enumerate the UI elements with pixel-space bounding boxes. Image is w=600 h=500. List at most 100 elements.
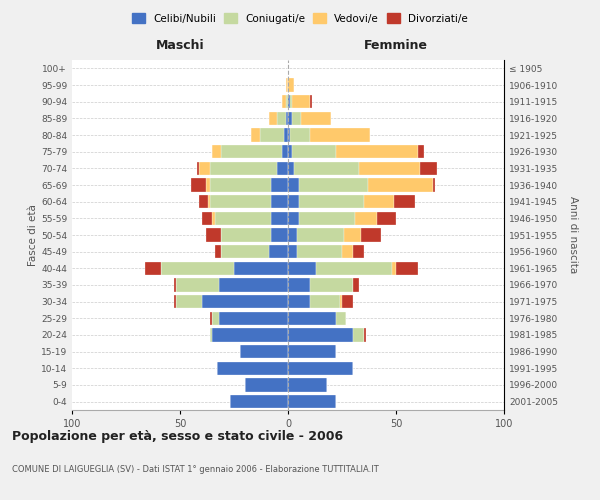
Bar	[277, 162, 288, 175]
Bar	[288, 195, 299, 208]
Bar	[173, 295, 176, 308]
Bar	[208, 195, 210, 208]
Bar	[353, 328, 364, 342]
Bar	[145, 262, 161, 275]
Bar	[310, 95, 312, 108]
Bar	[286, 78, 288, 92]
Bar	[215, 245, 221, 258]
Bar	[212, 145, 221, 158]
Bar	[212, 328, 288, 342]
Bar	[377, 212, 396, 225]
Bar	[310, 295, 340, 308]
Bar	[368, 178, 433, 192]
Bar	[353, 278, 359, 291]
Bar	[296, 245, 342, 258]
Bar	[286, 112, 288, 125]
Bar	[359, 162, 420, 175]
Y-axis label: Anni di nascita: Anni di nascita	[568, 196, 578, 274]
Bar	[215, 212, 271, 225]
Bar	[191, 178, 206, 192]
Bar	[288, 178, 299, 192]
Bar	[221, 145, 281, 158]
Bar	[292, 112, 301, 125]
Bar	[288, 328, 353, 342]
Bar	[219, 278, 288, 291]
Bar	[353, 245, 364, 258]
Bar	[173, 278, 176, 291]
Bar	[316, 262, 392, 275]
Bar	[301, 112, 331, 125]
Bar	[269, 245, 288, 258]
Bar	[271, 178, 288, 192]
Bar	[212, 312, 219, 325]
Bar	[161, 262, 234, 275]
Bar	[288, 128, 290, 141]
Bar	[251, 128, 260, 141]
Bar	[234, 262, 288, 275]
Bar	[295, 162, 359, 175]
Text: Maschi: Maschi	[155, 38, 205, 52]
Bar	[288, 295, 310, 308]
Bar	[335, 312, 346, 325]
Bar	[394, 195, 415, 208]
Bar	[212, 212, 215, 225]
Bar	[288, 378, 327, 392]
Bar	[290, 95, 292, 108]
Bar	[197, 162, 199, 175]
Bar	[290, 128, 310, 141]
Legend: Celibi/Nubili, Coniugati/e, Vedovi/e, Divorziati/e: Celibi/Nubili, Coniugati/e, Vedovi/e, Di…	[129, 10, 471, 26]
Bar	[245, 378, 288, 392]
Bar	[281, 145, 288, 158]
Bar	[364, 328, 366, 342]
Bar	[420, 162, 437, 175]
Bar	[210, 178, 271, 192]
Bar	[344, 228, 361, 241]
Bar	[210, 312, 212, 325]
Bar	[310, 278, 353, 291]
Bar	[219, 312, 288, 325]
Bar	[288, 395, 335, 408]
Text: COMUNE DI LAIGUEGLIA (SV) - Dati ISTAT 1° gennaio 2006 - Elaborazione TUTTITALIA: COMUNE DI LAIGUEGLIA (SV) - Dati ISTAT 1…	[12, 465, 379, 474]
Bar	[260, 128, 284, 141]
Bar	[202, 295, 288, 308]
Bar	[288, 112, 292, 125]
Bar	[288, 245, 296, 258]
Bar	[292, 145, 335, 158]
Bar	[176, 295, 202, 308]
Bar	[418, 145, 424, 158]
Bar	[342, 295, 353, 308]
Bar	[288, 278, 310, 291]
Bar	[241, 345, 288, 358]
Bar	[288, 345, 335, 358]
Bar	[202, 212, 212, 225]
Bar	[221, 245, 269, 258]
Text: Femmine: Femmine	[364, 38, 428, 52]
Bar	[199, 162, 210, 175]
Bar	[288, 312, 335, 325]
Bar	[271, 212, 288, 225]
Bar	[284, 128, 288, 141]
Bar	[288, 228, 296, 241]
Bar	[288, 262, 316, 275]
Bar	[271, 195, 288, 208]
Bar	[396, 262, 418, 275]
Bar	[206, 228, 221, 241]
Bar	[271, 228, 288, 241]
Y-axis label: Fasce di età: Fasce di età	[28, 204, 38, 266]
Bar	[361, 228, 381, 241]
Bar	[210, 195, 271, 208]
Bar	[206, 178, 210, 192]
Bar	[288, 212, 299, 225]
Bar	[299, 212, 355, 225]
Bar	[199, 195, 208, 208]
Bar	[269, 112, 277, 125]
Bar	[288, 362, 353, 375]
Bar	[288, 95, 290, 108]
Bar	[355, 212, 377, 225]
Bar	[392, 262, 396, 275]
Bar	[364, 195, 394, 208]
Bar	[292, 95, 310, 108]
Bar	[310, 128, 370, 141]
Bar	[296, 228, 344, 241]
Bar	[340, 295, 342, 308]
